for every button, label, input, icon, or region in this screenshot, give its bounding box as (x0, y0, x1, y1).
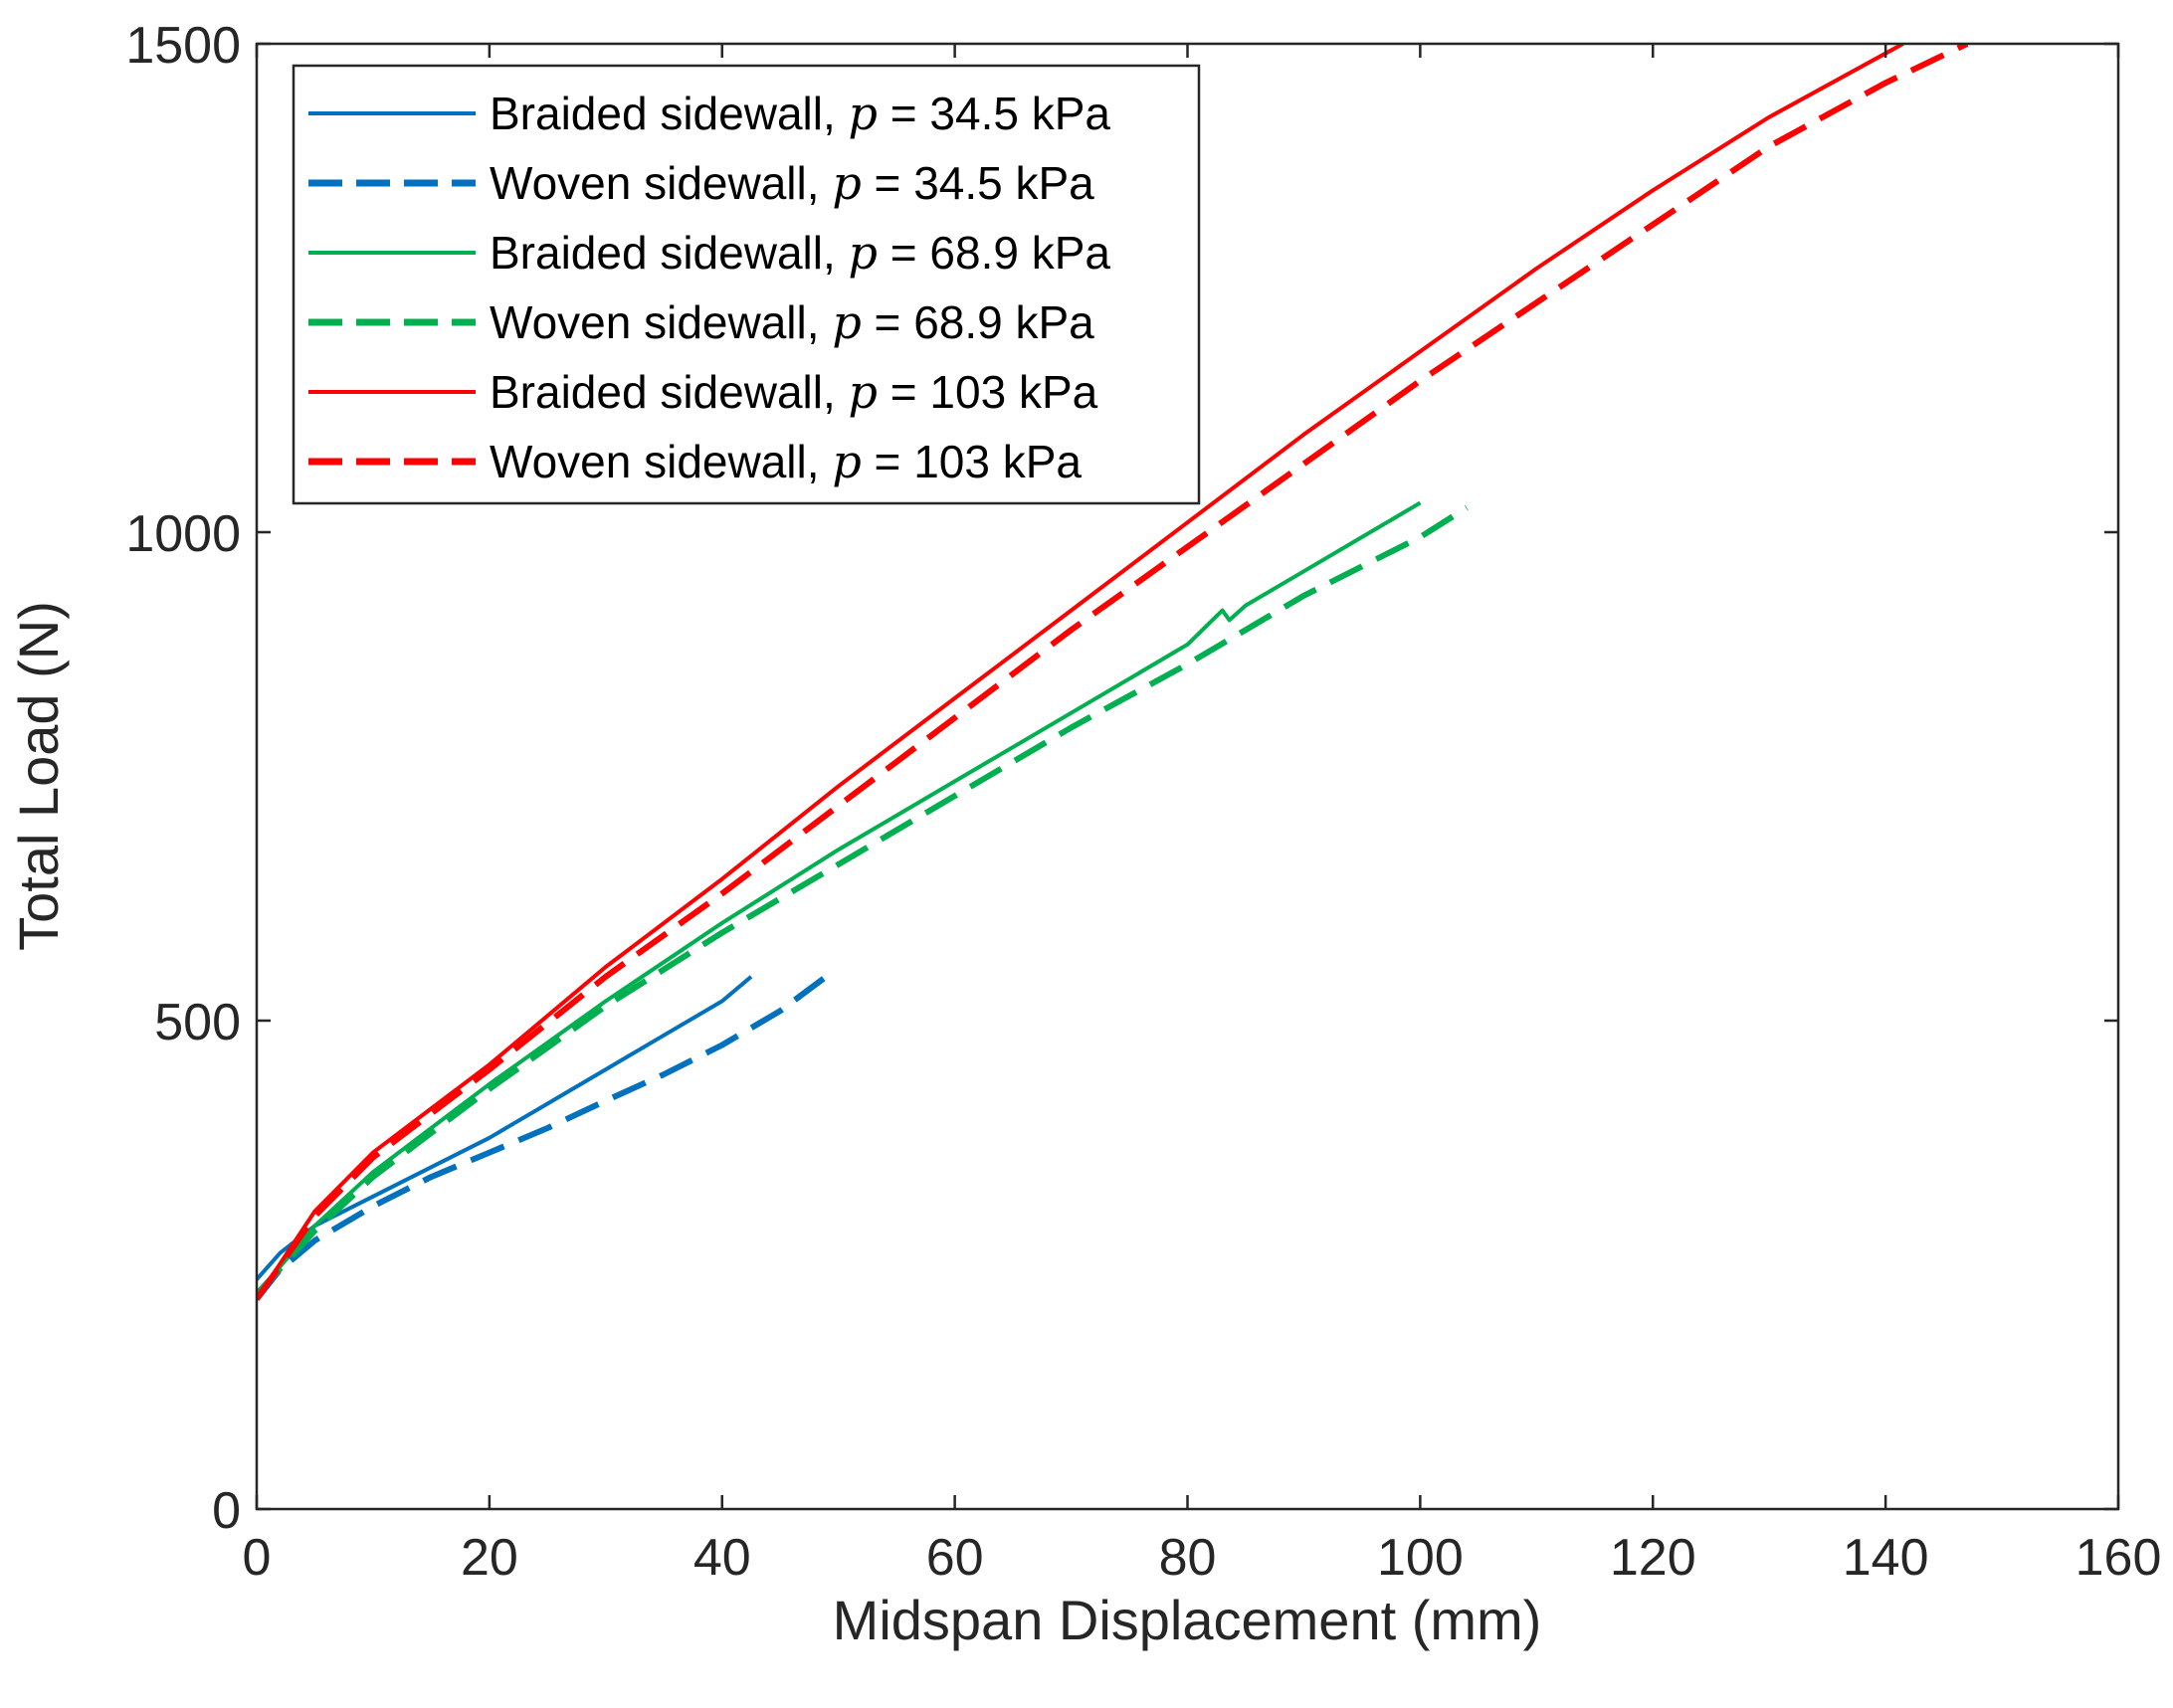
legend-label-3: Braided sidewall, p = 68.9 kPa (490, 226, 1110, 280)
series-line-4 (257, 504, 1469, 1297)
x-tick-label: 140 (1843, 1529, 1929, 1587)
legend-label-prefix: Woven sidewall, (490, 157, 832, 209)
legend-label-suffix: = 103 kPa (878, 366, 1098, 418)
series-line-3 (257, 500, 1422, 1296)
legend-box (292, 64, 1201, 505)
series-line-2 (257, 969, 835, 1301)
legend-label-prefix: Braided sidewall, (490, 227, 849, 279)
ticks-layer: 0 20 40 60 80 100 120 140 160 0 500 1000 1500 (125, 17, 2161, 1587)
legend-label-suffix: = 68.9 kPa (862, 296, 1094, 348)
y-axis-label: Total Load (N) (7, 601, 70, 951)
legend-label-variable: p (832, 156, 861, 210)
x-tick-label: 60 (926, 1529, 984, 1587)
x-tick-label: 0 (243, 1529, 272, 1587)
legend-label-5: Braided sidewall, p = 103 kPa (490, 365, 1098, 419)
legend-label-2: Woven sidewall, p = 34.5 kPa (490, 156, 1094, 210)
x-tick-label: 80 (1159, 1529, 1217, 1587)
legend-label-suffix: = 34.5 kPa (878, 88, 1110, 139)
legend-label-variable: p (849, 226, 878, 280)
y-tick-label: 1500 (125, 17, 241, 75)
x-tick-label: 160 (2075, 1529, 2162, 1587)
x-tick-label: 40 (693, 1529, 751, 1587)
y-tick-label: 1000 (125, 505, 241, 563)
series-layer (257, 44, 1969, 1301)
legend-label-variable: p (849, 87, 878, 140)
legend-label-prefix: Woven sidewall, (490, 436, 832, 487)
legend-label-1: Braided sidewall, p = 34.5 kPa (490, 87, 1110, 140)
y-tick-label: 500 (154, 994, 241, 1051)
legend-label-suffix: = 68.9 kPa (878, 227, 1110, 279)
legend-label-prefix: Braided sidewall, (490, 366, 849, 418)
x-tick-label: 100 (1377, 1529, 1464, 1587)
legend-label-variable: p (832, 295, 861, 349)
series-line-5 (257, 44, 1904, 1301)
legend-label-suffix: = 103 kPa (862, 436, 1083, 487)
legend-label-prefix: Braided sidewall, (490, 88, 849, 139)
legend-label-variable: p (832, 435, 861, 488)
legend-label-suffix: = 34.5 kPa (862, 157, 1094, 209)
legend-label-variable: p (849, 365, 878, 419)
legend-label-6: Woven sidewall, p = 103 kPa (490, 435, 1082, 488)
x-tick-label: 20 (461, 1529, 518, 1587)
y-tick-label: 0 (212, 1482, 241, 1540)
x-axis-label: Midspan Displacement (mm) (833, 1589, 1542, 1651)
series-line-6 (257, 44, 1969, 1301)
x-tick-label: 120 (1610, 1529, 1696, 1587)
legend-label-prefix: Woven sidewall, (490, 296, 832, 348)
legend-label-4: Woven sidewall, p = 68.9 kPa (490, 295, 1094, 349)
